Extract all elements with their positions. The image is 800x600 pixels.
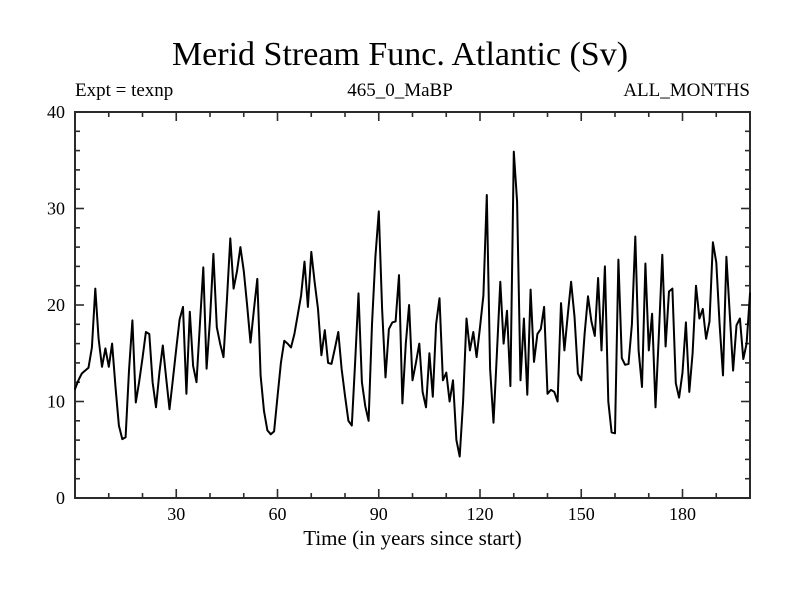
dataset-label: 465_0_MaBP: [347, 80, 453, 101]
x-tick-label: 180: [669, 504, 696, 524]
months-label: ALL_MONTHS: [623, 80, 750, 101]
y-tick-label: 0: [56, 488, 65, 508]
y-tick-label: 30: [47, 199, 65, 219]
axis-frame: [74, 111, 751, 499]
data-line-series: [74, 150, 751, 458]
experiment-label: Expt = texnp: [75, 80, 174, 101]
x-tick-label: 120: [467, 504, 494, 524]
x-tick-label: 90: [370, 504, 388, 524]
chart-title: Merid Stream Func. Atlantic (Sv): [171, 36, 629, 73]
y-tick-label: 10: [47, 392, 65, 412]
x-axis-title: Time (in years since start): [303, 526, 522, 550]
x-tick-label: 60: [269, 504, 287, 524]
y-tick-label: 20: [47, 295, 65, 315]
x-tick-label: 150: [568, 504, 595, 524]
x-tick-label: 30: [167, 504, 185, 524]
y-tick-label: 40: [47, 102, 65, 122]
